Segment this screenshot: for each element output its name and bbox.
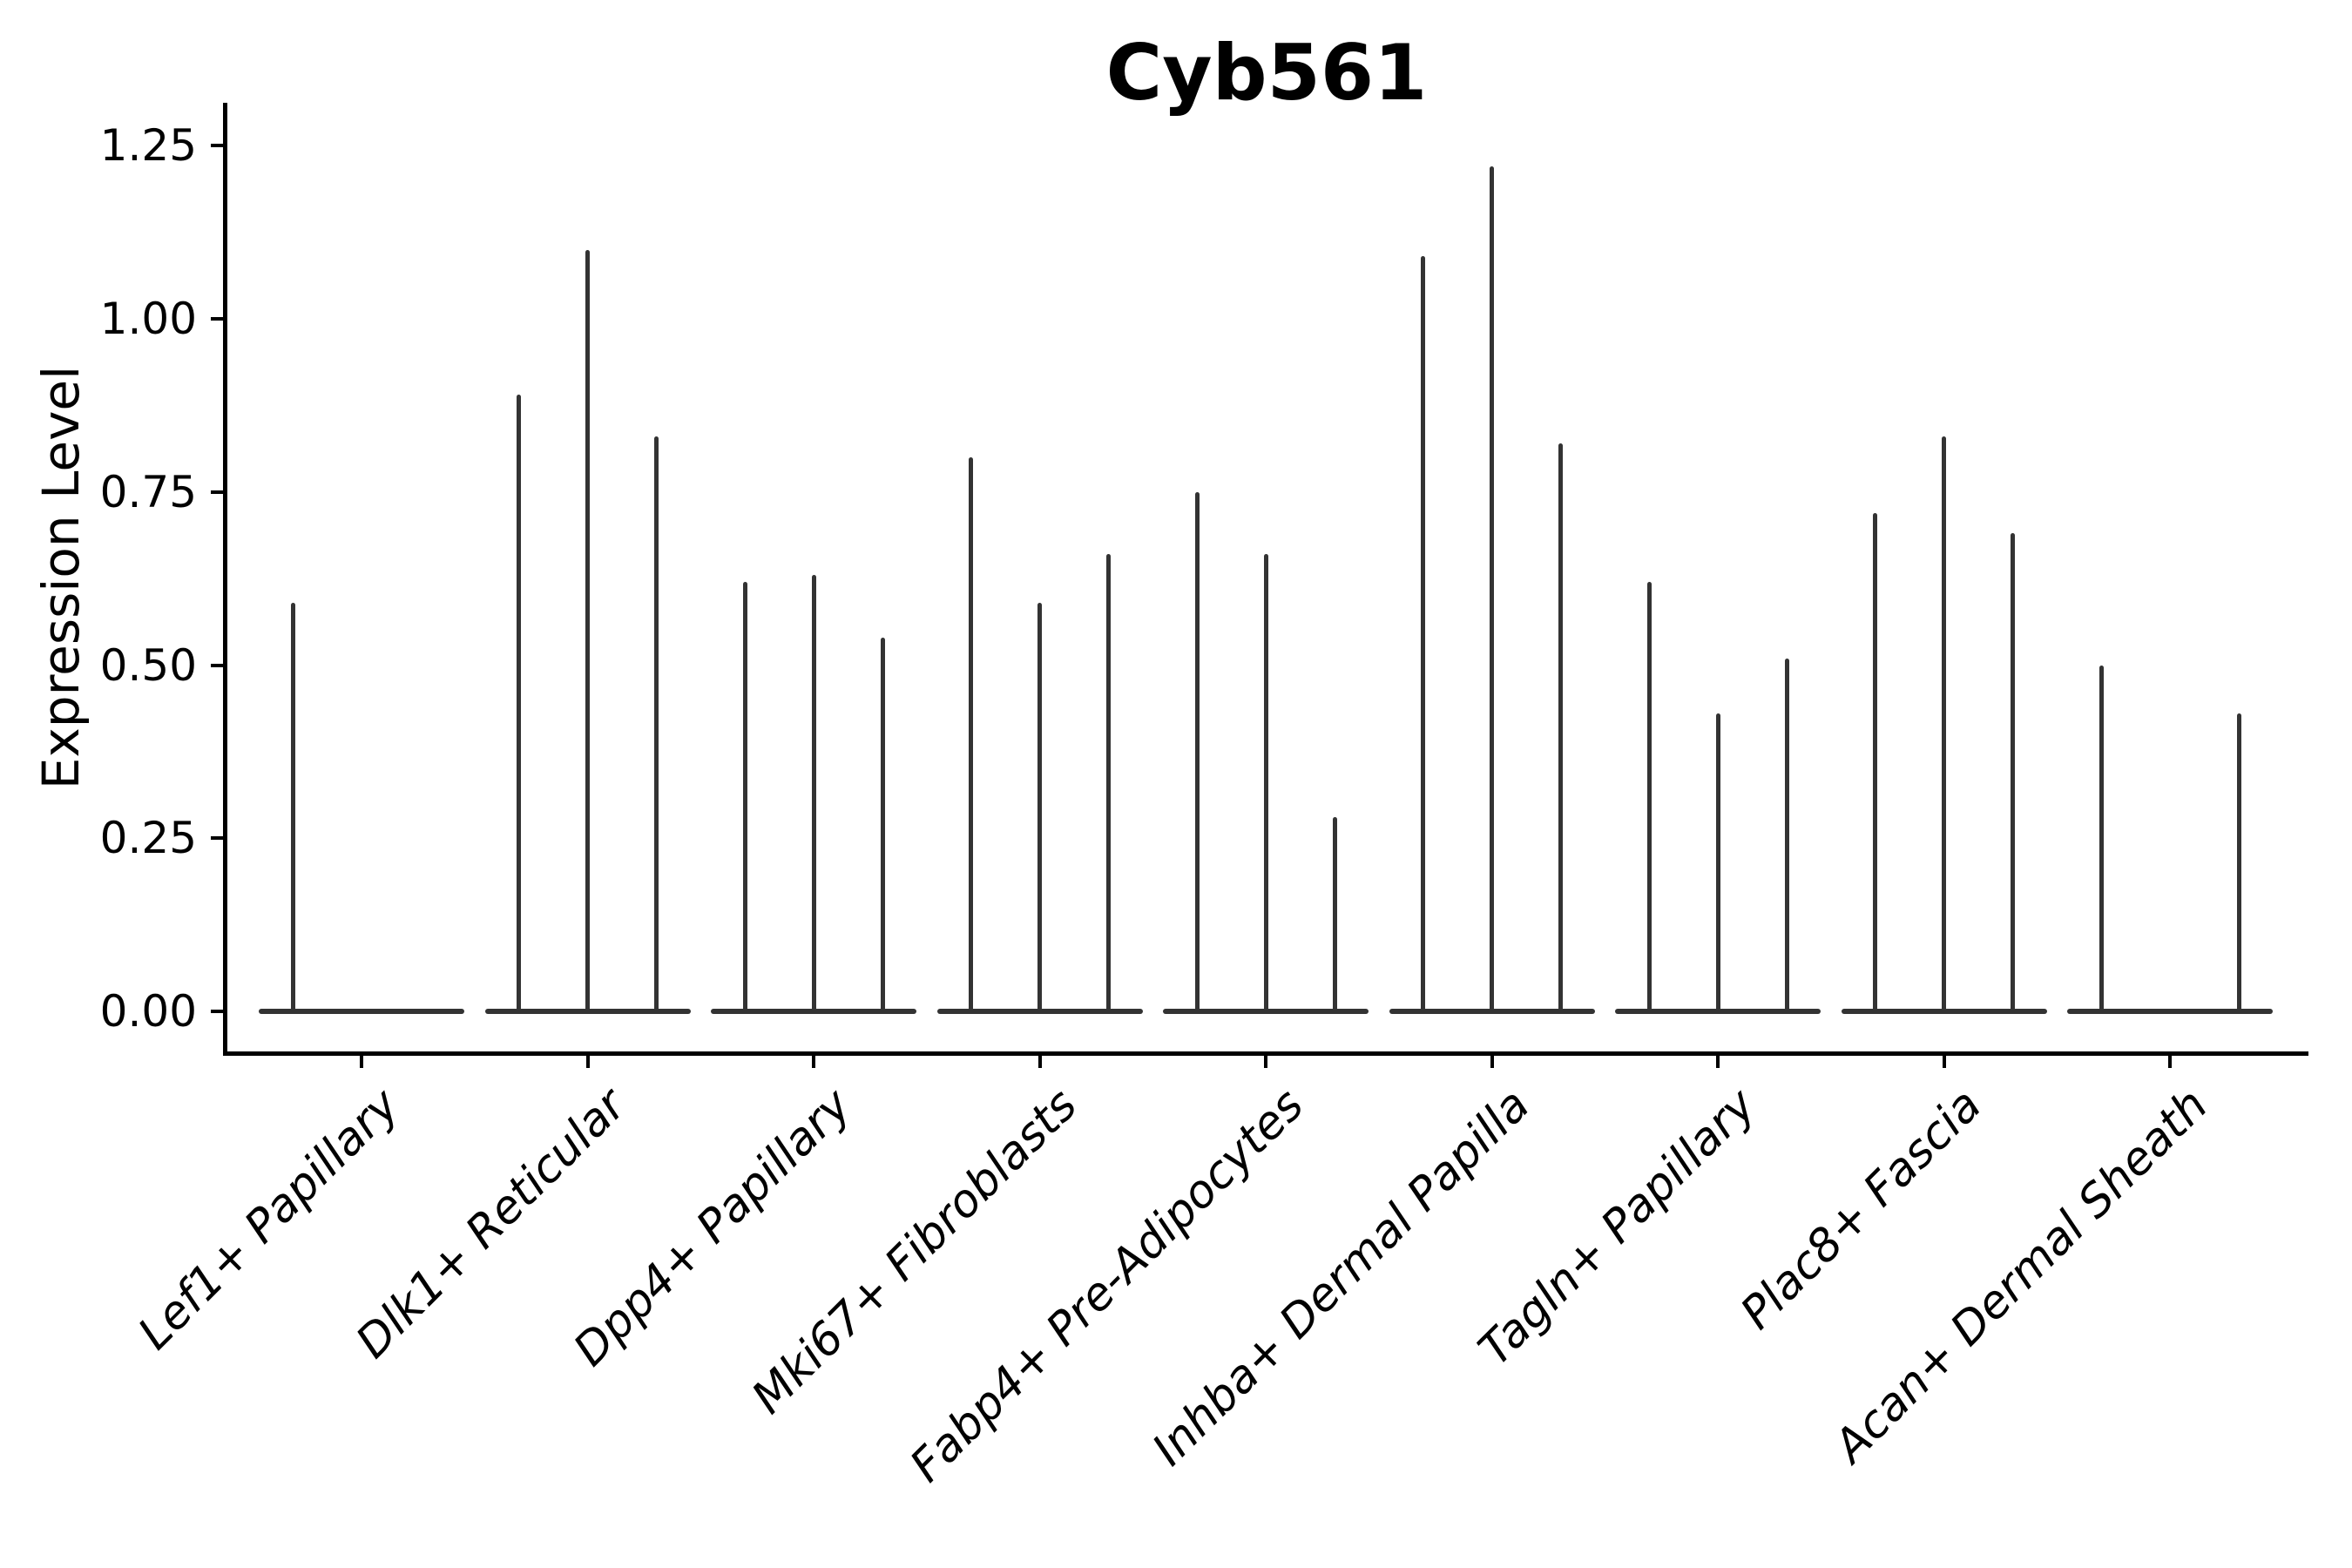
x-tick-mark [1716, 1053, 1720, 1068]
violin-spike [1873, 512, 1877, 1011]
violin-spike [1194, 491, 1200, 1011]
x-tick-mark [1264, 1053, 1267, 1068]
y-tick-mark [211, 1010, 225, 1013]
violin-spike [2236, 713, 2241, 1011]
violin-base [259, 1009, 464, 1014]
violin-base [711, 1009, 916, 1014]
violin-spike [1106, 554, 1111, 1011]
y-tick-mark [211, 144, 225, 148]
violin-base [1163, 1009, 1369, 1014]
violin-spike [2099, 665, 2104, 1011]
violin-spike [742, 582, 747, 1011]
violin-spike [1715, 713, 1720, 1011]
x-tick-mark [360, 1053, 363, 1068]
violin-spike [1646, 582, 1652, 1011]
violin-spike [969, 457, 973, 1011]
x-tick-mark [812, 1053, 815, 1068]
violin-spike [585, 249, 590, 1011]
violin-spike [811, 575, 816, 1011]
x-tick-mark [1942, 1053, 1946, 1068]
x-tick-mark [1490, 1053, 1494, 1068]
violin-spike [654, 436, 659, 1011]
violin-spike [1332, 817, 1337, 1011]
y-tick-label: 1.25 [99, 120, 197, 172]
x-tick-label: Fabp4+ Pre-Adipocytes [900, 1078, 1315, 1493]
y-axis-spine [222, 103, 227, 1056]
violin-spike [1490, 166, 1494, 1011]
chart-title: Cyb561 [1105, 28, 1428, 118]
y-tick-label: 0.75 [99, 466, 197, 517]
violin-spike [1784, 658, 1789, 1011]
y-tick-label: 0.00 [99, 986, 197, 1037]
y-tick-mark [211, 317, 225, 321]
y-axis-label: Expression Level [31, 365, 91, 790]
x-tick-mark [2168, 1053, 2172, 1068]
violin-base [1615, 1009, 1821, 1014]
violin-spike [1558, 443, 1563, 1011]
violin-spike [880, 637, 885, 1011]
violin-spike [1263, 554, 1268, 1011]
y-tick-label: 0.50 [99, 639, 197, 691]
x-tick-mark [1037, 1053, 1042, 1068]
violin-spike [1942, 436, 1946, 1011]
violin-spike [290, 602, 295, 1011]
violin-spike [1421, 256, 1425, 1011]
y-tick-mark [211, 836, 225, 841]
x-tick-label: Plac8+ Fascia [1731, 1078, 1992, 1340]
y-tick-mark [211, 663, 225, 667]
violin-base [1389, 1009, 1595, 1014]
y-tick-mark [211, 490, 225, 494]
violin-base [2067, 1009, 2273, 1014]
violin-spike [517, 395, 521, 1011]
x-tick-mark [585, 1053, 590, 1068]
violin-base [936, 1009, 1143, 1014]
x-tick-label: Inhba+ Dermal Papilla [1142, 1078, 1540, 1477]
x-tick-label: Acan+ Dermal Sheath [1824, 1078, 2219, 1473]
violin-spike [1037, 602, 1042, 1011]
violin-base [1841, 1009, 2047, 1014]
y-tick-label: 1.00 [99, 294, 197, 344]
y-tick-label: 0.25 [99, 813, 197, 864]
violin-base [484, 1009, 691, 1014]
violin-spike [2011, 533, 2015, 1011]
